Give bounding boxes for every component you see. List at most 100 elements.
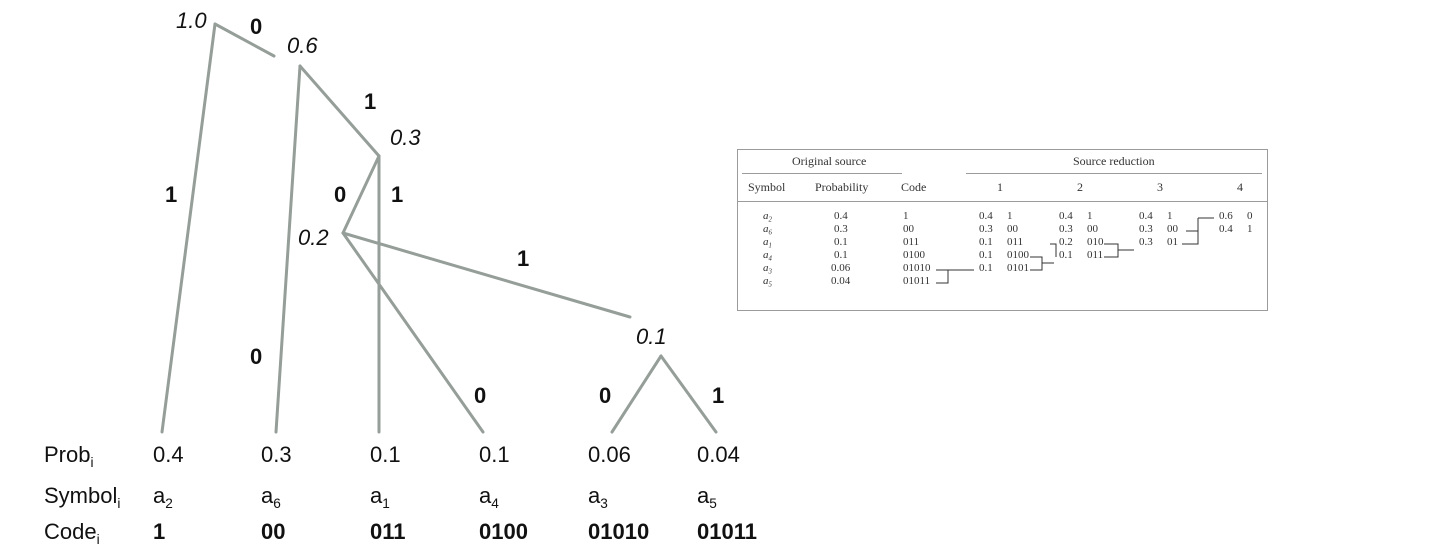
- tree-edge: [274, 64, 302, 434]
- edge-bit: 0: [250, 14, 262, 39]
- prob-value: 0.1: [370, 442, 401, 467]
- tree-edge: [298, 64, 381, 158]
- table-r1-code: 0100: [1007, 249, 1029, 261]
- tree-edge: [610, 354, 663, 434]
- table-r3-code: 00: [1167, 223, 1178, 235]
- table-r1-prob: 0.1: [979, 249, 993, 261]
- code-row-label: Codei: [44, 519, 100, 547]
- prob-value: 0.1: [479, 442, 510, 467]
- table-prob: 0.3: [834, 223, 848, 235]
- table-code: 011: [903, 236, 920, 248]
- table-r2-code: 00: [1087, 223, 1098, 235]
- table-r3-prob: 0.3: [1139, 236, 1153, 248]
- prob-value: 0.04: [697, 442, 740, 467]
- code-value: 01011: [697, 519, 757, 544]
- code-value: 00: [261, 519, 286, 544]
- table-code: 1: [903, 210, 909, 222]
- edge-bit: 0: [334, 182, 346, 207]
- tree-edge: [341, 154, 381, 235]
- table-group-original: Original source: [792, 154, 867, 168]
- symbol-value: a4: [479, 483, 499, 511]
- prob-value: 0.4: [153, 442, 184, 467]
- table-r3-code: 1: [1167, 210, 1173, 222]
- table-r4-prob: 0.6: [1219, 210, 1233, 222]
- table-group-reduction: Source reduction: [1073, 154, 1155, 168]
- table-prob: 0.1: [834, 249, 848, 261]
- code-value: 01010: [588, 519, 650, 544]
- table-symbol: a3: [763, 262, 772, 276]
- table-r1-prob: 0.3: [979, 223, 993, 235]
- table-r1-prob: 0.4: [979, 210, 993, 222]
- tree-edge: [659, 354, 718, 434]
- table-r2-code: 011: [1087, 249, 1104, 261]
- edge-bit: 1: [712, 383, 724, 408]
- table-col-reduction-3: 3: [1157, 180, 1163, 194]
- table-col-code: Code: [901, 180, 927, 194]
- code-value: 1: [153, 519, 166, 544]
- symbol-value: a6: [261, 483, 281, 511]
- table-col-reduction-2: 2: [1077, 180, 1083, 194]
- table-symbol: a2: [763, 210, 772, 224]
- table-r1-code: 00: [1007, 223, 1018, 235]
- table-r1-prob: 0.1: [979, 236, 993, 248]
- prob-value: 0.3: [261, 442, 292, 467]
- table-r3-prob: 0.4: [1139, 210, 1153, 222]
- table-prob: 0.1: [834, 236, 848, 248]
- table-rule: [966, 173, 1262, 174]
- table-symbol: a6: [763, 223, 772, 237]
- table-r2-prob: 0.1: [1059, 249, 1073, 261]
- table-col-probability: Probability: [815, 180, 869, 194]
- table-prob: 0.04: [831, 275, 851, 287]
- edge-bit: 1: [165, 182, 177, 207]
- symbol-row-label: Symboli: [44, 483, 121, 511]
- table-r2-prob: 0.4: [1059, 210, 1073, 222]
- merge-arrow: [936, 270, 949, 284]
- table-prob: 0.06: [831, 262, 851, 274]
- tree-edge: [160, 22, 217, 434]
- edge-bit: 1: [517, 246, 529, 271]
- merge-arrow: [1104, 243, 1119, 258]
- node-label: 0.2: [298, 225, 329, 250]
- edge-bit: 0: [250, 344, 262, 369]
- table-symbol: a5: [763, 275, 772, 289]
- edge-bit: 0: [599, 383, 611, 408]
- table-col-symbol: Symbol: [748, 180, 786, 194]
- prob-row-label: Probi: [44, 442, 94, 470]
- table-rule: [742, 173, 902, 174]
- edge-bit: 0: [474, 383, 486, 408]
- table-col-reduction-4: 4: [1237, 180, 1243, 194]
- tree-edge: [341, 231, 485, 434]
- node-label: 0.1: [636, 324, 667, 349]
- table-r2-prob: 0.3: [1059, 223, 1073, 235]
- table-r2-code: 010: [1087, 236, 1104, 248]
- table-r3-code: 01: [1167, 236, 1178, 248]
- tree-edge: [213, 22, 276, 58]
- table-r3-prob: 0.3: [1139, 223, 1153, 235]
- symbol-value: a2: [153, 483, 173, 511]
- merge-arrow: [1030, 256, 1043, 271]
- prob-value: 0.06: [588, 442, 631, 467]
- edge-bit: 1: [364, 89, 376, 114]
- merge-arrow: [1182, 230, 1199, 245]
- table-prob: 0.4: [834, 210, 848, 222]
- code-value: 011: [370, 519, 406, 544]
- table-r4-prob: 0.4: [1219, 223, 1233, 235]
- table-code: 01010: [903, 262, 931, 274]
- table-r2-code: 1: [1087, 210, 1093, 222]
- edge-bit: 1: [391, 182, 403, 207]
- table-r1-code: 0101: [1007, 262, 1029, 274]
- huffman-reference-table: Original source Source reduction Symbol …: [737, 149, 1268, 311]
- code-value: 0100: [479, 519, 528, 544]
- table-rule: [738, 201, 1267, 202]
- table-symbol: a4: [763, 249, 772, 263]
- table-r2-prob: 0.2: [1059, 236, 1073, 248]
- table-r1-code: 011: [1007, 236, 1024, 248]
- table-code: 00: [903, 223, 914, 235]
- table-code: 0100: [903, 249, 925, 261]
- table-r4-code: 0: [1247, 210, 1253, 222]
- merge-arrow: [1050, 243, 1057, 257]
- symbol-value: a5: [697, 483, 717, 511]
- tree-edge: [341, 231, 632, 319]
- table-symbol: a1: [763, 236, 772, 250]
